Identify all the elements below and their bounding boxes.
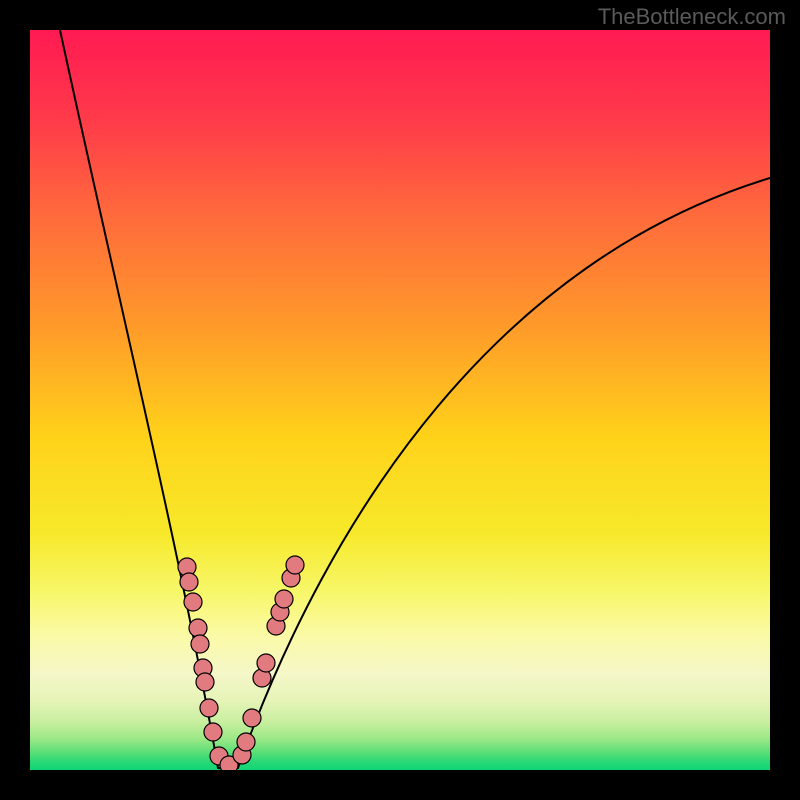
series-dot bbox=[243, 709, 261, 727]
series-dot bbox=[286, 556, 304, 574]
series-dot bbox=[237, 733, 255, 751]
series-dot bbox=[180, 573, 198, 591]
curve-path bbox=[60, 30, 770, 769]
series-dot bbox=[275, 590, 293, 608]
series-dot bbox=[191, 635, 209, 653]
plot-area bbox=[30, 30, 770, 770]
series-dot bbox=[257, 654, 275, 672]
series-dot bbox=[196, 673, 214, 691]
series-dots bbox=[178, 556, 304, 770]
series-dot bbox=[200, 699, 218, 717]
series-dot bbox=[204, 723, 222, 741]
series-dot bbox=[189, 619, 207, 637]
watermark-text: TheBottleneck.com bbox=[598, 4, 786, 30]
series-dot bbox=[184, 593, 202, 611]
bottleneck-curve bbox=[30, 30, 770, 770]
